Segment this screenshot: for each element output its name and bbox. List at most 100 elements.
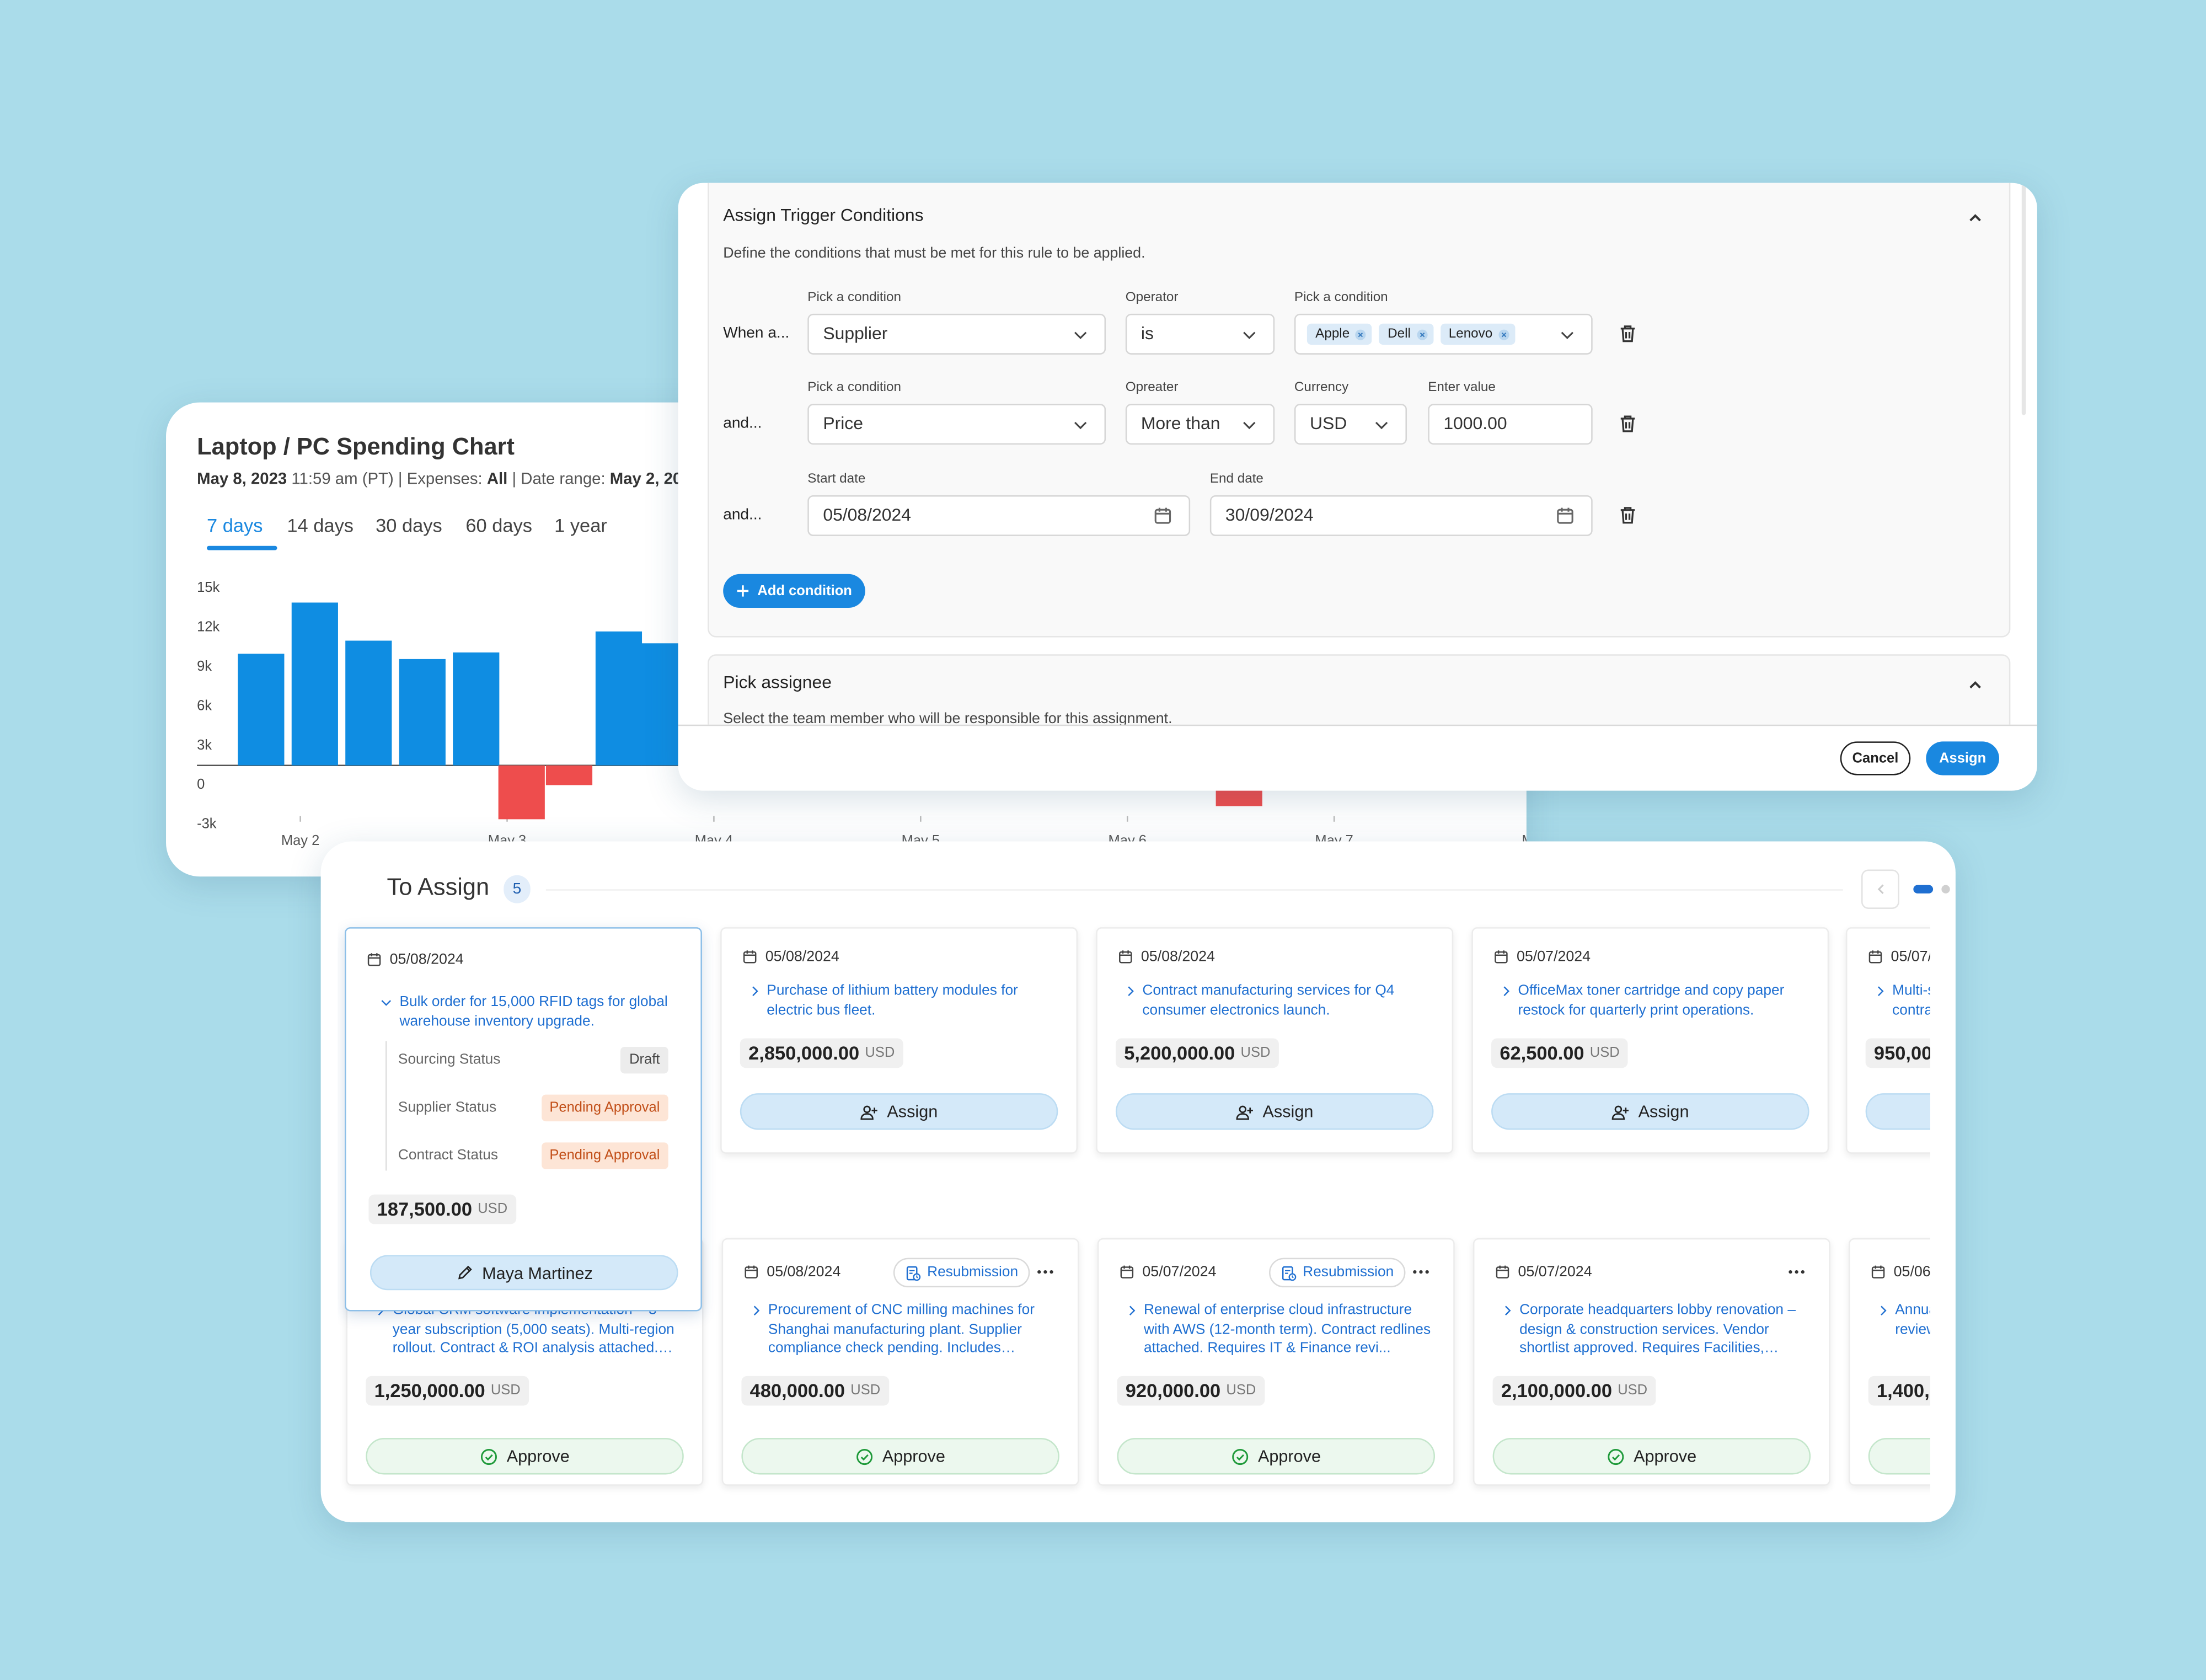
button-icon	[481, 1448, 497, 1464]
prev-button[interactable]	[1861, 869, 1899, 909]
icon-path	[1074, 421, 1087, 430]
icon-path	[1795, 1270, 1798, 1274]
icon-path	[864, 1105, 872, 1112]
divider	[545, 889, 1843, 891]
icon-path	[1969, 214, 1981, 222]
y-tick-label: 3k	[197, 737, 212, 753]
select-field[interactable]: is	[1125, 313, 1275, 355]
y-tick-label: 6k	[197, 698, 212, 713]
page-dot-active[interactable]	[1913, 885, 1934, 893]
card-date: 05/07/2024	[1518, 1263, 1592, 1281]
y-tick-label: 0	[197, 777, 205, 792]
delete-icon[interactable]	[1616, 504, 1639, 526]
assign-button[interactable]: Assign	[1491, 1093, 1809, 1130]
amount-value: 5,200,000.00	[1124, 1042, 1235, 1064]
amount-value: 950,000.00	[1873, 1042, 1930, 1064]
assignee-button[interactable]: Maya Martinez	[370, 1255, 678, 1291]
button-label: Assign	[887, 1101, 938, 1122]
select-field[interactable]: USD	[1294, 404, 1407, 445]
task-card[interactable]: 05/07/2024 Corporate headquarters lobby r…	[1473, 1238, 1830, 1486]
assign-button[interactable]: Assign	[1115, 1093, 1434, 1130]
dropdown-icon	[1074, 421, 1087, 430]
amount-currency: USD	[1589, 1045, 1620, 1061]
select-field[interactable]: Supplier	[807, 313, 1106, 355]
icon-path	[1612, 1453, 1620, 1460]
assign-button[interactable]: Assign	[1865, 1093, 1930, 1130]
input-field[interactable]: 1000.00	[1428, 404, 1593, 445]
icon-path	[861, 1112, 875, 1120]
task-card[interactable]: 05/07/2024 OfficeMax toner cartridge and …	[1471, 927, 1829, 1154]
x-tick-label: May 8	[1522, 833, 1526, 848]
delete-icon[interactable]	[1616, 322, 1639, 345]
card-date: 05/08/2024	[765, 948, 839, 965]
button-label: Approve	[882, 1446, 945, 1467]
task-card-expanded[interactable]: 05/08/2024 Bulk order for 15,000 RFID tag…	[344, 927, 702, 1312]
calendar-icon	[1495, 950, 1508, 964]
delete-icon[interactable]	[1616, 412, 1639, 435]
task-card[interactable]: 05/08/2024 Purchase of lithium battery mo…	[720, 927, 1078, 1154]
status-label: Sourcing Status	[398, 1052, 501, 1068]
bar	[238, 654, 285, 766]
date-field[interactable]: 30/09/2024	[1209, 495, 1593, 536]
y-tick-label: 15k	[197, 580, 219, 595]
resubmission-tag: Resubmission	[893, 1258, 1030, 1288]
field-value: 05/08/2024	[823, 505, 911, 525]
approve-button[interactable]: Approve	[366, 1438, 684, 1475]
cancel-button[interactable]: Cancel	[1840, 741, 1911, 775]
amount-currency: USD	[1226, 1383, 1256, 1399]
y-tick-label: -3k	[197, 816, 217, 832]
subtitle-range-label: | Date range:	[512, 471, 606, 489]
select-field[interactable]: More than	[1125, 404, 1275, 445]
task-card[interactable]: 05/07/2024 Multi-site network equipment p…	[1845, 927, 1930, 1154]
icon-path	[1801, 1270, 1805, 1274]
approve-button[interactable]: Approve	[1868, 1438, 1930, 1475]
card-description: Renewal of enterprise cloud infrastructu…	[1143, 1303, 1431, 1357]
collapse-icon[interactable]	[1966, 675, 1985, 695]
add-condition-button[interactable]: Add condition	[723, 574, 865, 608]
status-label: Supplier Status	[398, 1100, 497, 1116]
calendar-icon	[1119, 950, 1132, 964]
resubmission-icon	[906, 1265, 921, 1280]
assign-button[interactable]: Assign	[740, 1093, 1058, 1130]
task-card[interactable]: 05/06/2024 Annual renewal of software lic…	[1849, 1238, 1930, 1486]
amount: 62,500.00 USD	[1491, 1038, 1628, 1068]
card-date: 05/06/2024	[1893, 1263, 1930, 1281]
icon-path	[1615, 1105, 1623, 1112]
icon-path	[1292, 1275, 1294, 1278]
task-card[interactable]: 05/07/2024 Resubmission Renewal of enterpr…	[1097, 1238, 1455, 1486]
range-tab[interactable]: 60 days	[465, 515, 533, 536]
approve-button[interactable]: Approve	[1492, 1438, 1811, 1475]
select-field[interactable]: Price	[807, 404, 1106, 445]
date-field[interactable]: 05/08/2024	[807, 495, 1191, 536]
icon-path	[1503, 986, 1509, 996]
expand-icon	[1503, 986, 1509, 996]
chip: Lenovo	[1440, 323, 1516, 345]
button-icon	[861, 1105, 879, 1120]
icon-path	[1496, 1265, 1508, 1271]
icon-path	[743, 951, 757, 964]
bar	[453, 652, 500, 766]
amount-currency: USD	[1618, 1383, 1648, 1399]
page-dot[interactable]	[1941, 885, 1950, 893]
amount: 920,000.00 USD	[1117, 1376, 1265, 1406]
chip: Dell	[1379, 323, 1433, 345]
approve-button[interactable]: Approve	[741, 1438, 1059, 1475]
icon-path	[1561, 331, 1573, 339]
card-date: 05/08/2024	[767, 1263, 841, 1281]
range-tab[interactable]: 1 year	[554, 515, 607, 536]
range-tab[interactable]: 14 days	[287, 515, 354, 536]
range-tab[interactable]: 7 days	[206, 515, 263, 536]
collapse-icon[interactable]	[1966, 208, 1985, 228]
amount-currency: USD	[1240, 1045, 1271, 1061]
task-card[interactable]: 05/08/2024 Resubmission Procurement of CNC…	[721, 1238, 1079, 1486]
field-value: 30/09/2024	[1225, 505, 1314, 525]
range-tab[interactable]: 30 days	[376, 515, 442, 536]
approve-button[interactable]: Approve	[1117, 1438, 1436, 1475]
assign-button[interactable]: Assign	[1926, 741, 1999, 775]
icon-path	[1869, 950, 1882, 956]
icon-path	[1881, 1306, 1887, 1316]
icon-path	[1236, 1453, 1245, 1460]
task-card[interactable]: 05/08/2024 Contract manufacturing service…	[1096, 927, 1454, 1154]
row-prefix: and...	[723, 506, 762, 523]
chips-field[interactable]: Apple Dell Lenovo	[1294, 313, 1593, 355]
